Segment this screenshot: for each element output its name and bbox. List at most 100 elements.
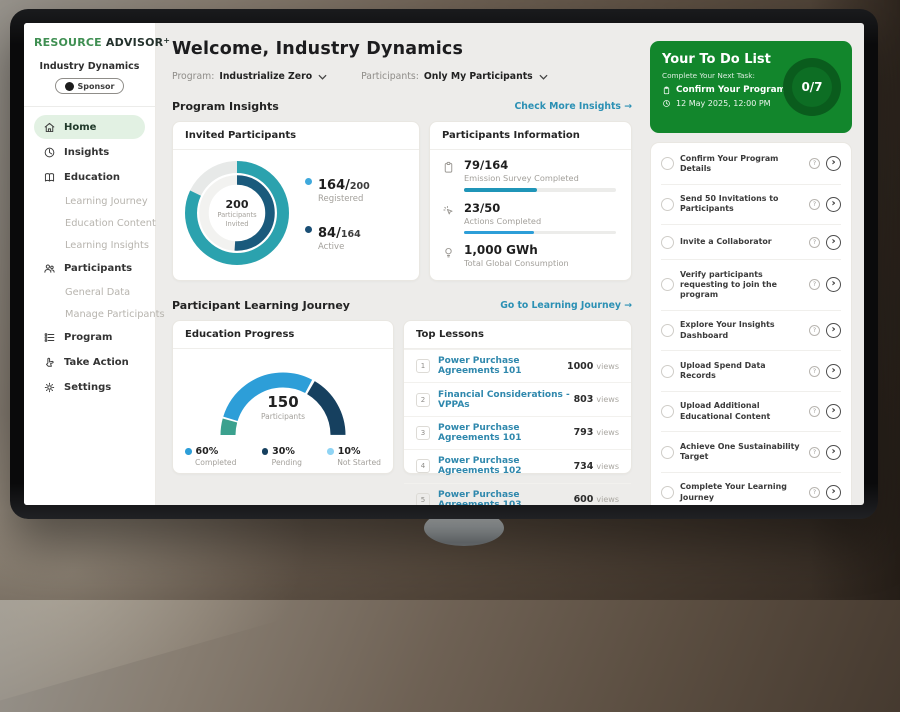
- task-checkbox[interactable]: [661, 197, 674, 211]
- help-icon[interactable]: ?: [809, 487, 820, 499]
- chevron-right-icon[interactable]: ›: [826, 485, 841, 501]
- sidebar-item-insights[interactable]: Insights: [34, 140, 145, 164]
- participants-filter-dropdown[interactable]: Participants: Only My Participants: [361, 71, 548, 82]
- insights-icon: [44, 147, 55, 157]
- program-filter-label: Program:: [172, 71, 215, 82]
- sidebar-item-manage-participants[interactable]: Manage Participants: [65, 308, 165, 320]
- arrow-right-icon: →: [624, 300, 632, 311]
- task-checkbox[interactable]: [661, 486, 674, 500]
- sidebar-item-education-content[interactable]: Education Content: [65, 217, 156, 229]
- help-icon[interactable]: ?: [809, 406, 820, 418]
- chevron-right-icon[interactable]: ›: [826, 444, 841, 460]
- chevron-right-icon[interactable]: ›: [826, 323, 841, 339]
- todo-subtitle: Complete Your Next Task:: [662, 71, 755, 80]
- task-checkbox[interactable]: [661, 364, 674, 378]
- lesson-link[interactable]: Power Purchase Agreements 102: [438, 456, 522, 477]
- section-title: Participant Learning Journey: [172, 299, 350, 312]
- sidebar-item-education[interactable]: Education: [34, 165, 145, 189]
- progress-fill: [464, 230, 534, 234]
- insights-cards-row: Invited Participants 200 Participants In…: [172, 121, 632, 281]
- task-row-invite-collaborator[interactable]: Invite a Collaborator ? ›: [661, 224, 841, 259]
- sidebar-item-take-action[interactable]: Take Action: [34, 350, 145, 374]
- section-title: Program Insights: [172, 100, 279, 113]
- help-icon[interactable]: ?: [809, 325, 820, 337]
- lesson-link[interactable]: Power Purchase Agreements 103: [438, 489, 522, 505]
- help-icon[interactable]: ?: [809, 236, 820, 248]
- task-row-verify-participants[interactable]: Verify participants requesting to join t…: [661, 259, 841, 310]
- participants-filter-label: Participants:: [361, 71, 419, 82]
- task-checkbox[interactable]: [661, 445, 674, 459]
- lesson-link[interactable]: Power Purchase Agreements 101: [438, 356, 522, 377]
- task-checkbox[interactable]: [661, 278, 674, 292]
- sidebar-item-label: Settings: [64, 381, 112, 393]
- sidebar-item-general-data[interactable]: General Data: [65, 286, 131, 298]
- chevron-right-icon[interactable]: ›: [826, 234, 841, 250]
- card-title: Top Lessons: [404, 321, 631, 349]
- lesson-row[interactable]: 1 Power Purchase Agreements 101 1000 vie…: [404, 349, 631, 382]
- education-progress-card: Education Progress 150 Participants 60%: [172, 320, 394, 474]
- sidebar-item-label: Program: [64, 331, 113, 343]
- stat-actions-completed: 23/50 Actions Completed: [442, 201, 619, 234]
- legend-dot: [261, 448, 269, 455]
- todo-header-card: Your To Do List Complete Your Next Task:…: [650, 41, 852, 133]
- todo-due-date: 12 May 2025, 12:00 PM: [676, 99, 771, 108]
- stat-emission-survey: 79/164 Emission Survey Completed: [442, 158, 619, 192]
- task-row-upload-spend-data[interactable]: Upload Spend Data Records ? ›: [661, 350, 841, 391]
- sidebar-item-learning-insights[interactable]: Learning Insights: [65, 239, 149, 251]
- check-more-insights-link[interactable]: Check More Insights →: [514, 101, 632, 112]
- help-icon[interactable]: ?: [809, 279, 820, 291]
- page-title: Welcome, Industry Dynamics: [172, 39, 464, 59]
- task-row-confirm-program[interactable]: Confirm Your Program Details ? ›: [661, 144, 841, 184]
- chevron-right-icon[interactable]: ›: [826, 404, 841, 420]
- legend-dot: [327, 448, 334, 455]
- lesson-row[interactable]: 4 Power Purchase Agreements 102 734 view…: [404, 449, 631, 482]
- program-filter-value: Industrialize Zero: [219, 71, 313, 82]
- task-checkbox[interactable]: [661, 157, 674, 171]
- task-row-upload-educational-content[interactable]: Upload Additional Educational Content ? …: [661, 390, 841, 432]
- help-icon[interactable]: ?: [809, 198, 820, 210]
- chevron-right-icon[interactable]: ›: [826, 156, 841, 172]
- legend-dot: [305, 178, 312, 185]
- lesson-link[interactable]: Power Purchase Agreements 101: [438, 422, 522, 443]
- todo-next-task: Confirm Your Program Details: [676, 85, 824, 95]
- sponsor-badge-label: Sponsor: [77, 81, 115, 91]
- task-row-complete-learning-journey[interactable]: Complete Your Learning Journey ? ›: [661, 471, 841, 505]
- list-icon: [44, 332, 55, 342]
- task-checkbox[interactable]: [661, 324, 674, 338]
- go-to-learning-journey-link[interactable]: Go to Learning Journey →: [500, 300, 632, 311]
- sidebar-item-settings[interactable]: Settings: [34, 375, 145, 399]
- lesson-link[interactable]: Financial Considerations - VPPAs: [438, 389, 570, 410]
- sidebar-item-program[interactable]: Program: [34, 325, 145, 349]
- todo-task-list: Confirm Your Program Details ? › Send 50…: [650, 142, 852, 505]
- legend-item-not-started: 10% Not Started: [327, 446, 381, 467]
- sidebar-item-label: Home: [64, 121, 97, 133]
- task-row-send-invitations[interactable]: Send 50 Invitations to Participants ? ›: [661, 183, 841, 225]
- chevron-right-icon[interactable]: ›: [826, 196, 841, 212]
- chevron-right-icon[interactable]: ›: [826, 277, 841, 293]
- lesson-row[interactable]: 5 Power Purchase Agreements 103 600 view…: [404, 482, 631, 505]
- sidebar-item-participants[interactable]: Participants: [34, 256, 145, 280]
- help-icon[interactable]: ?: [809, 365, 820, 377]
- help-icon[interactable]: ?: [809, 158, 820, 170]
- task-checkbox[interactable]: [661, 405, 674, 419]
- lesson-row[interactable]: 3 Power Purchase Agreements 101 793 view…: [404, 415, 631, 449]
- logo-plus: +: [163, 36, 171, 45]
- lesson-row[interactable]: 2 Financial Considerations - VPPAs 803 v…: [404, 382, 631, 415]
- top-lessons-card: Top Lessons 1 Power Purchase Agreements …: [403, 320, 632, 505]
- legend-item-registered: 164/200 Registered: [305, 174, 370, 204]
- task-row-achieve-target[interactable]: Achieve One Sustainability Target ? ›: [661, 431, 841, 472]
- education-legend: 60% Completed 30% Pending 10% Not Starte…: [173, 446, 393, 467]
- stat-global-consumption: 1,000 GWh Total Global Consumption: [442, 243, 619, 268]
- chevron-right-icon[interactable]: ›: [826, 363, 841, 379]
- sidebar: RESOURCE ADVISOR+ Industry Dynamics Spon…: [24, 23, 170, 505]
- program-filter-dropdown[interactable]: Program: Industrialize Zero: [172, 71, 327, 82]
- invited-legend: 164/200 Registered 84/164 Active: [305, 174, 370, 252]
- dashboard-screen: RESOURCE ADVISOR+ Industry Dynamics Spon…: [24, 23, 864, 505]
- task-checkbox[interactable]: [661, 235, 674, 249]
- sidebar-item-home[interactable]: Home: [34, 115, 145, 139]
- help-icon[interactable]: ?: [809, 446, 820, 458]
- task-row-explore-insights[interactable]: Explore Your Insights Dashboard ? ›: [661, 309, 841, 351]
- progress-fill: [464, 188, 537, 192]
- sponsor-badge: Sponsor: [54, 78, 125, 94]
- sidebar-item-learning-journey[interactable]: Learning Journey: [65, 195, 148, 207]
